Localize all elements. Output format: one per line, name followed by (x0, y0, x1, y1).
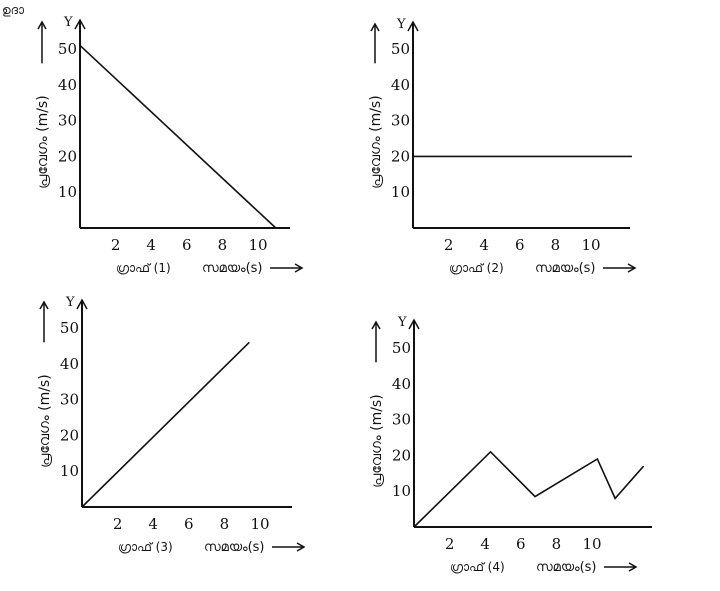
y-tick-label: 30 (60, 391, 79, 409)
y-axis-arrowhead (76, 298, 88, 310)
y-axis-letter: Y (396, 17, 406, 32)
x-tick-label: 4 (148, 515, 158, 533)
series-line-1 (81, 341, 250, 508)
x-tick-label: 4 (146, 236, 156, 254)
y-tick-label: 50 (392, 339, 411, 357)
y-axis-label: പ്രവേഗം (m/s) (35, 95, 51, 189)
y-tick-label: 20 (58, 147, 77, 165)
x-tick-label: 2 (444, 236, 454, 254)
x-label-arrowhead (627, 263, 637, 273)
chart-panel-3: Y 10 20 30 40 50 2 4 6 8 10 പ്രവേഗം (m/s) ഗ്രാഫ് (3)… (37, 295, 306, 555)
y-tick-label: 10 (60, 462, 79, 480)
y-axis-arrowhead (74, 18, 86, 30)
x-tick-label: 8 (551, 236, 561, 254)
corner-text: ഉദാ (2, 3, 25, 17)
y-axis-letter: Y (63, 15, 73, 30)
y-label-arrowhead (371, 320, 381, 330)
y-tick-label: 40 (60, 355, 79, 373)
y-label-arrowhead (370, 22, 380, 32)
y-label-arrowhead (39, 300, 49, 310)
x-tick-label: 10 (581, 236, 600, 254)
y-axis-label: പ്രവേഗം (m/s) (369, 394, 385, 488)
y-label-arrowhead (37, 20, 47, 30)
y-tick-label: 30 (392, 411, 411, 429)
y-axis-label: പ്രവേഗം (m/s) (37, 374, 53, 468)
chart-panel-2: Y 10 20 30 40 50 2 4 6 8 10 പ്രവേഗം (m/s) ഗ്രാഫ് (2)… (368, 17, 637, 276)
x-tick-label: 4 (480, 535, 490, 553)
y-tick-label: 10 (58, 183, 77, 201)
y-axis-arrowhead (408, 318, 420, 330)
x-axis-label: സമയം(s) (204, 540, 264, 555)
y-tick-label: 50 (58, 40, 77, 58)
x-tick-label: 8 (220, 515, 230, 533)
y-tick-label: 20 (60, 426, 79, 444)
x-axis-label: സമയം(s) (536, 560, 596, 575)
x-label-arrowhead (294, 263, 304, 273)
x-tick-label: 8 (552, 535, 562, 553)
x-tick-label: 2 (111, 236, 121, 254)
x-label-arrowhead (296, 542, 306, 552)
chart-panel-1: Y 10 20 30 40 50 2 4 6 8 10 പ്രവേഗം (m/s) ഗ്രാഫ് (1)… (35, 15, 304, 276)
graph-caption: ഗ്രാഫ് (1) (116, 261, 171, 275)
chart-panel-4: Y 10 20 30 40 50 2 4 6 8 10 പ്രവേഗം (m/s) ഗ്രാഫ് (4)… (369, 315, 652, 575)
x-tick-label: 10 (582, 535, 601, 553)
y-tick-label: 20 (391, 147, 410, 165)
y-axis-letter: Y (397, 315, 407, 330)
x-tick-label: 2 (445, 535, 455, 553)
x-tick-label: 6 (515, 236, 525, 254)
y-tick-label: 40 (391, 76, 410, 94)
x-tick-label: 2 (113, 515, 123, 533)
x-tick-label: 8 (218, 236, 228, 254)
y-tick-label: 20 (392, 446, 411, 464)
graph-caption: ഗ്രാഫ് (2) (449, 261, 504, 275)
y-tick-label: 40 (58, 76, 77, 94)
y-tick-label: 30 (391, 112, 410, 130)
x-tick-label: 6 (184, 515, 194, 533)
y-tick-label: 40 (392, 375, 411, 393)
y-axis-letter: Y (65, 295, 75, 310)
x-axis-label: സമയം(s) (202, 261, 262, 276)
y-axis-label: പ്രവേഗം (m/s) (368, 95, 384, 189)
graph-caption: ഗ്രാഫ് (3) (118, 540, 173, 554)
y-axis-arrowhead (407, 20, 419, 32)
x-label-arrowhead (628, 562, 638, 572)
graph-caption: ഗ്രാഫ് (4) (450, 560, 505, 574)
y-tick-label: 50 (60, 319, 79, 337)
y-tick-label: 10 (391, 183, 410, 201)
y-tick-label: 30 (58, 112, 77, 130)
x-tick-label: 4 (479, 236, 489, 254)
x-tick-label: 10 (250, 515, 269, 533)
series-line-1 (79, 44, 277, 229)
y-tick-label: 50 (391, 40, 410, 58)
x-tick-label: 6 (182, 236, 192, 254)
x-tick-label: 10 (248, 236, 267, 254)
x-tick-label: 6 (516, 535, 526, 553)
y-tick-label: 10 (392, 482, 411, 500)
x-axis-label: സമയം(s) (535, 261, 595, 276)
series-line-1 (413, 450, 645, 528)
